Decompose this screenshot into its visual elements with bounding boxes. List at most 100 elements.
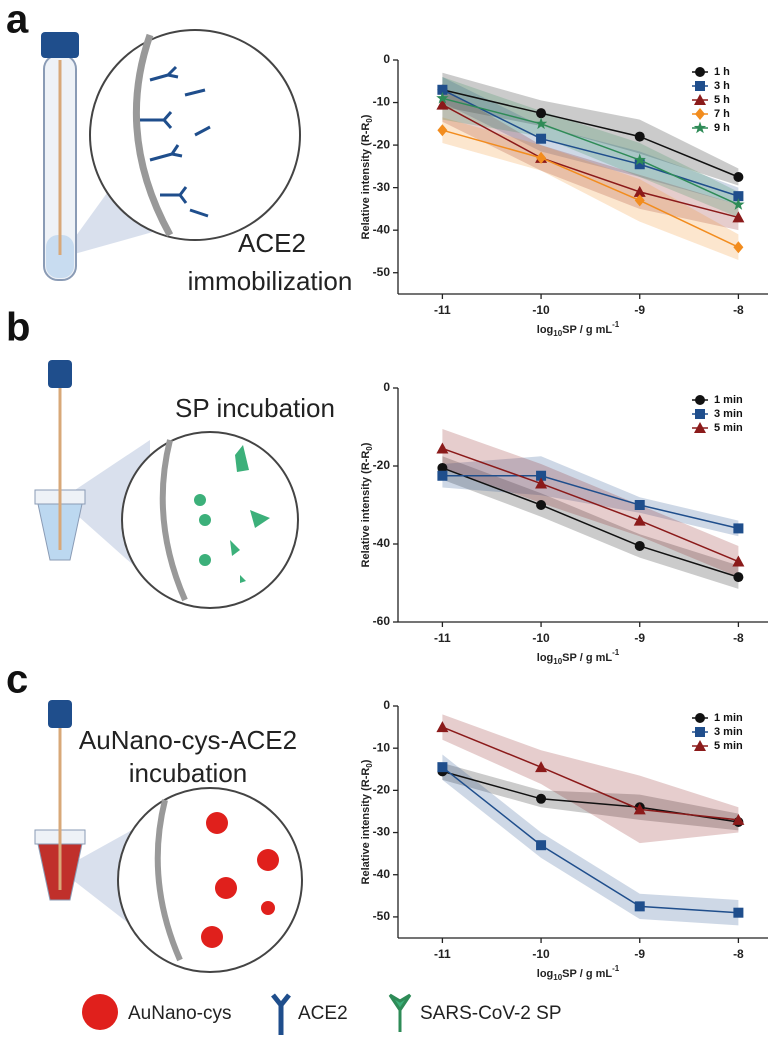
x-tick-label: -9: [634, 303, 645, 317]
y-axis-label-part: ): [360, 759, 372, 763]
legend-marker: [695, 67, 705, 77]
x-axis-label: log10SP / g mL-1: [537, 648, 620, 666]
marker: [437, 470, 448, 481]
marker: [733, 523, 744, 534]
legend-icons: [82, 993, 412, 1035]
caption: ACE2: [238, 228, 306, 258]
y-tick-label: -20: [373, 137, 391, 151]
y-tick-label: -20: [373, 783, 391, 797]
marker: [633, 185, 646, 197]
legend-label: ACE2: [298, 1003, 348, 1024]
marker: [436, 721, 449, 733]
marker: [633, 514, 646, 526]
y-axis-label-part: Relative intensity (R-R: [360, 451, 372, 568]
legend-label: 1 min: [714, 712, 743, 724]
error-band: [442, 754, 739, 926]
y-axis-label-part: ): [360, 114, 372, 118]
x-tick-label: -10: [532, 303, 550, 317]
x-tick-label: -11: [434, 947, 451, 961]
marker: [436, 442, 449, 454]
marker: [437, 462, 448, 473]
marker: [536, 793, 547, 804]
legend-marker: [695, 409, 705, 419]
line: [442, 89, 739, 178]
y-tick-label: -50: [373, 909, 391, 923]
error-band: [442, 762, 739, 831]
marker: [535, 477, 548, 489]
x-axis-label-part: -1: [612, 320, 620, 329]
error-band: [442, 117, 739, 260]
legend-label: 7 h: [714, 108, 730, 120]
error-band: [442, 72, 739, 186]
error-band: [442, 77, 739, 218]
marker: [633, 803, 646, 815]
y-tick-label: -50: [373, 265, 391, 279]
error-band: [442, 456, 739, 589]
marker: [634, 159, 645, 170]
legend-label: 5 h: [714, 94, 730, 106]
marker: [534, 117, 548, 130]
legend-marker: [695, 81, 705, 91]
error-band: [442, 87, 739, 231]
y-axis-label-part: ): [360, 442, 372, 446]
legend-marker: [693, 121, 707, 134]
line: [442, 104, 739, 219]
x-tick-label: -8: [733, 947, 744, 961]
marker: [732, 198, 745, 210]
y-tick-label: -60: [373, 614, 391, 628]
marker: [634, 500, 645, 510]
x-axis-label-part: -1: [612, 964, 620, 973]
y-tick-label: -20: [373, 458, 391, 472]
y-axis-label: Relative intensity (R-R0): [360, 114, 374, 239]
line: [442, 467, 739, 578]
y-tick-label: -40: [373, 536, 391, 550]
line: [442, 129, 739, 248]
illustration-b: [34, 360, 299, 609]
legend-marker: [695, 727, 705, 737]
marker: [436, 98, 449, 110]
x-tick-label: -8: [733, 631, 744, 645]
panel-letter: c: [6, 658, 28, 702]
caption: AuNano-cys-ACE2: [79, 725, 297, 755]
y-axis-label: Relative intensity (R-R0): [360, 759, 374, 884]
x-tick-label: -11: [434, 631, 451, 645]
marker: [732, 555, 745, 567]
marker: [536, 133, 547, 144]
legend-marker: [694, 422, 706, 433]
x-axis-label-part: log: [537, 652, 554, 664]
caption: SP incubation: [175, 393, 335, 423]
marker: [536, 500, 547, 510]
marker: [437, 124, 448, 137]
x-axis-label-part: SP / g mL: [562, 652, 612, 664]
x-axis-label-part: log: [537, 324, 554, 336]
x-axis-label-part: -1: [612, 648, 620, 657]
x-axis-label-part: 10: [553, 329, 562, 338]
marker: [634, 540, 645, 551]
x-axis-label-part: SP / g mL: [562, 968, 612, 980]
x-axis-label-part: SP / g mL: [562, 324, 612, 336]
legend-label: SARS-CoV-2 SP: [420, 1003, 562, 1024]
y-axis-label-part: 0: [365, 763, 374, 768]
panel-letter: a: [6, 0, 29, 42]
legend-label: 3 min: [714, 408, 743, 420]
caption: immobilization: [188, 266, 353, 296]
y-tick-label: -30: [373, 825, 391, 839]
illustration-c: [34, 700, 303, 973]
y-tick-label: 0: [383, 698, 390, 712]
x-tick-label: -9: [634, 631, 645, 645]
marker: [733, 241, 744, 254]
illustration-a: [41, 29, 301, 281]
y-tick-label: -30: [373, 180, 391, 194]
line: [441, 766, 739, 914]
marker: [436, 91, 449, 104]
legend-label: 5 min: [714, 422, 743, 434]
error-band: [442, 428, 739, 578]
x-axis-label: log10SP / g mL-1: [537, 320, 620, 338]
x-axis-label-part: log: [537, 968, 554, 980]
line: [442, 89, 739, 197]
y-axis-label-part: Relative intensity (R-R: [360, 768, 372, 885]
marker: [437, 84, 448, 95]
legend-marker: [695, 713, 705, 723]
y-tick-label: -10: [373, 95, 391, 109]
